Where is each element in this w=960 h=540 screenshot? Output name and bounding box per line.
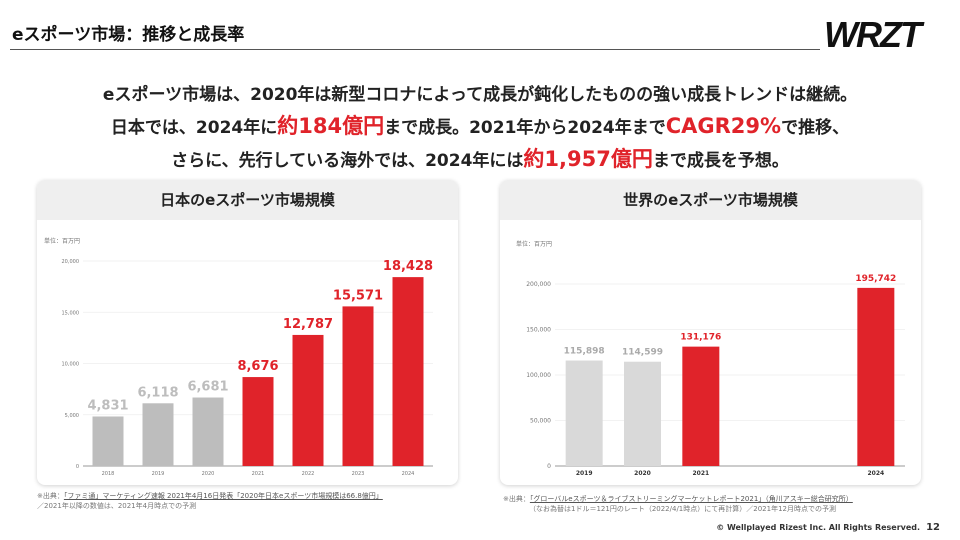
japan-source-link[interactable]: 「ファミ通」マーケティング速報 2021年4月16日発表「2020年日本eスポー… [63, 492, 383, 500]
bar-2018 [92, 416, 124, 466]
japan-market-card: 日本のeスポーツ市場規模 単位：百万円 0 5,000 10,000 15,000 20,… [37, 180, 458, 485]
x-tick-label: 2024 [867, 470, 884, 477]
title-divider [10, 49, 820, 50]
bar-2022 [292, 334, 324, 466]
y-tick-label: 20,000 [62, 259, 80, 265]
y-tick-label: 200,000 [526, 281, 551, 288]
x-tick-label: 2024 [402, 471, 415, 477]
bar-2024 [857, 287, 895, 466]
highlight-world-2024: 約1,957億円 [523, 147, 653, 171]
data-label-2018: 4,831 [87, 398, 128, 413]
bar-2020 [624, 361, 661, 466]
note-line: （なお為替は1ドル＝121円のレート（2022/4/1時点）にて再計算）／202… [529, 505, 836, 513]
y-tick-label: 50,000 [530, 418, 551, 425]
y-tick-label: 10,000 [62, 362, 80, 368]
y-tick-label: 0 [547, 463, 551, 470]
lead-text: さらに、先行している海外では、2024年には [171, 151, 524, 171]
japan-bar-chart: 単位：百万円 0 5,000 10,000 15,000 20,000 4,831 2018 6… [44, 237, 433, 477]
company-logo: WRZT [824, 14, 922, 55]
x-tick-label: 2019 [152, 471, 165, 477]
data-label-2020: 114,599 [622, 348, 663, 358]
page-title: eスポーツ市場：推移と成長率 [12, 25, 245, 45]
bar-2019 [142, 403, 174, 466]
y-tick-label: 5,000 [65, 413, 79, 419]
highlight-cagr: CAGR29% [665, 114, 782, 138]
data-label-2024: 18,428 [383, 259, 433, 274]
unit-label: 単位：百万円 [516, 240, 552, 248]
highlight-japan-2024: 約184億円 [277, 114, 385, 138]
data-label-2021: 131,176 [680, 333, 721, 343]
bar-2021 [242, 377, 274, 466]
lead-line-1: eスポーツ市場は、2020年は新型コロナによって成長が鈍化したものの強い成長トレ… [102, 85, 858, 105]
world-chart-title: 世界のeスポーツ市場規模 [500, 180, 921, 220]
y-tick-label: 15,000 [62, 310, 80, 316]
data-label-2019: 6,118 [137, 385, 178, 400]
lead-line-2: 日本では、2024年に約184億円まで成長。2021年から2024年までCAGR… [0, 110, 960, 140]
x-tick-label: 2021 [252, 471, 265, 477]
bar-2019 [565, 360, 603, 466]
y-tick-label: 150,000 [526, 327, 551, 334]
x-tick-label: 2019 [576, 470, 593, 477]
x-tick-label: 2020 [634, 470, 651, 477]
note-prefix: ※出典： [37, 492, 64, 500]
lead-line-3: さらに、先行している海外では、2024年には約1,957億円まで成長を予想。 [0, 143, 960, 173]
unit-label: 単位：百万円 [44, 237, 80, 245]
copyright-text: © Wellplayed Rizest Inc. All Rights Rese… [716, 523, 921, 532]
lead-text: 日本では、2024年に [110, 118, 278, 138]
bar-2021 [682, 346, 720, 466]
bar-2024 [392, 277, 424, 466]
world-source-note: ※出典：「グローバルeスポーツ＆ライブストリーミングマーケットレポート2021」… [503, 494, 853, 514]
bar-2023 [342, 306, 374, 466]
x-tick-label: 2022 [302, 471, 315, 477]
data-label-2019: 115,898 [564, 347, 605, 357]
world-bar-chart: 単位：百万円 0 50,000 100,000 150,000 200,000 115,89… [516, 240, 905, 477]
data-label-2021: 8,676 [237, 359, 278, 374]
note-prefix: ※出典： [503, 495, 530, 503]
world-market-card: 世界のeスポーツ市場規模 単位：百万円 0 50,000 100,000 150,000… [500, 180, 921, 485]
data-label-2024: 195,742 [855, 274, 896, 284]
x-tick-label: 2018 [102, 471, 115, 477]
world-source-link[interactable]: 「グローバルeスポーツ＆ライブストリーミングマーケットレポート2021」（角川ア… [529, 495, 853, 503]
bar-2020 [192, 397, 224, 466]
lead-text: まで成長を予想。 [652, 151, 789, 171]
x-tick-label: 2020 [202, 471, 215, 477]
note-line: ／2021年以降の数値は、2021年4月時点での予測 [37, 502, 197, 510]
page-number: 12 [926, 522, 940, 533]
japan-source-note: ※出典：「ファミ通」マーケティング速報 2021年4月16日発表「2020年日本… [37, 491, 383, 511]
data-label-2022: 12,787 [283, 317, 333, 332]
copyright: © Wellplayed Rizest Inc. All Rights Rese… [716, 522, 940, 533]
lead-text: で推移、 [781, 118, 850, 138]
x-tick-label: 2021 [692, 470, 709, 477]
data-label-2023: 15,571 [333, 288, 383, 303]
lead-text: まで成長。2021年から2024年まで [384, 118, 666, 138]
y-tick-label: 0 [76, 464, 79, 470]
japan-chart-title: 日本のeスポーツ市場規模 [37, 180, 458, 220]
x-tick-label: 2023 [352, 471, 365, 477]
y-tick-label: 100,000 [526, 372, 551, 379]
data-label-2020: 6,681 [187, 380, 228, 395]
